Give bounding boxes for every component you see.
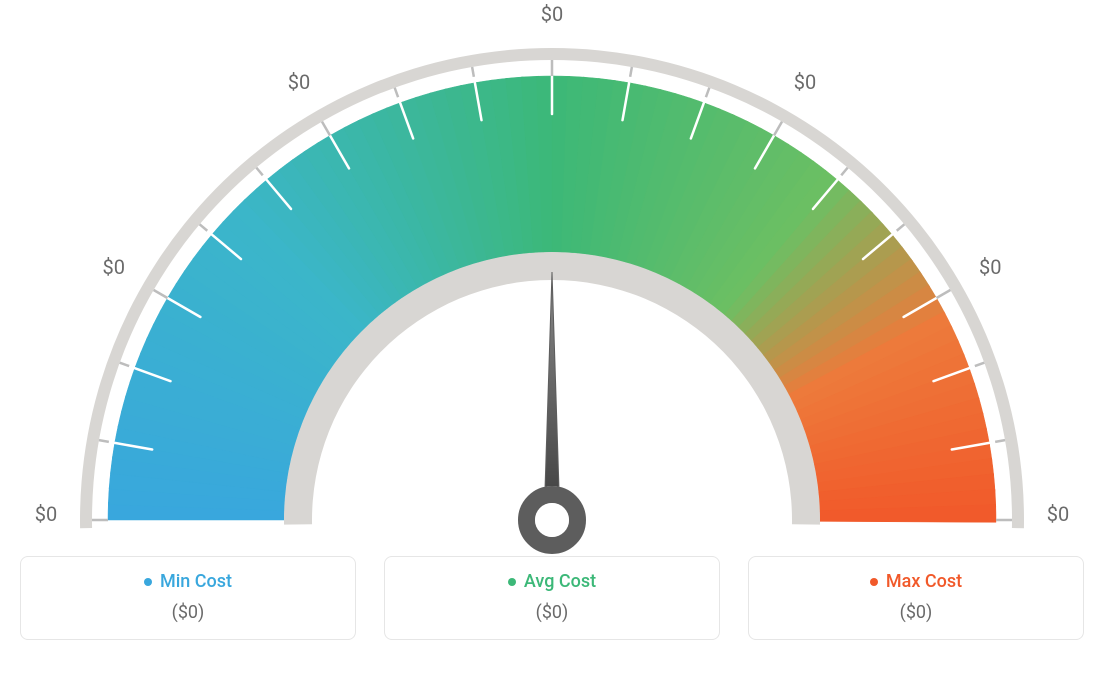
gauge-needle: [518, 272, 586, 554]
gauge-tick-label: $0: [103, 255, 125, 279]
gauge-tick-label: $0: [979, 255, 1001, 279]
cost-gauge-widget: $0$0$0$0$0$0$0 Min Cost($0)Avg Cost($0)M…: [20, 20, 1084, 640]
gauge-tick-label: $0: [288, 70, 310, 94]
legend-card-max-cost: Max Cost ($0): [748, 556, 1084, 640]
gauge-tick-label: $0: [541, 2, 563, 26]
legend-title: Avg Cost: [395, 571, 709, 592]
legend-title: Max Cost: [759, 571, 1073, 592]
legend-value: ($0): [759, 602, 1073, 623]
legend-dot-icon: [508, 578, 516, 586]
legend-dot-icon: [870, 578, 878, 586]
legend-value: ($0): [31, 602, 345, 623]
legend-label: Max Cost: [886, 571, 962, 592]
legend-label: Min Cost: [160, 571, 232, 592]
legend-label: Avg Cost: [524, 571, 596, 592]
legend-value: ($0): [395, 602, 709, 623]
gauge-tick-label: $0: [1047, 502, 1069, 526]
legend-title: Min Cost: [31, 571, 345, 592]
legend-card-min-cost: Min Cost ($0): [20, 556, 356, 640]
gauge-tick-label: $0: [35, 502, 57, 526]
legend-card-avg-cost: Avg Cost ($0): [384, 556, 720, 640]
gauge-svg: [20, 20, 1084, 560]
legend-dot-icon: [144, 578, 152, 586]
legend-row: Min Cost ($0) Avg Cost ($0) Max Cost ($0): [20, 556, 1084, 640]
gauge-area: $0$0$0$0$0$0$0: [20, 20, 1084, 540]
gauge-tick-label: $0: [794, 70, 816, 94]
